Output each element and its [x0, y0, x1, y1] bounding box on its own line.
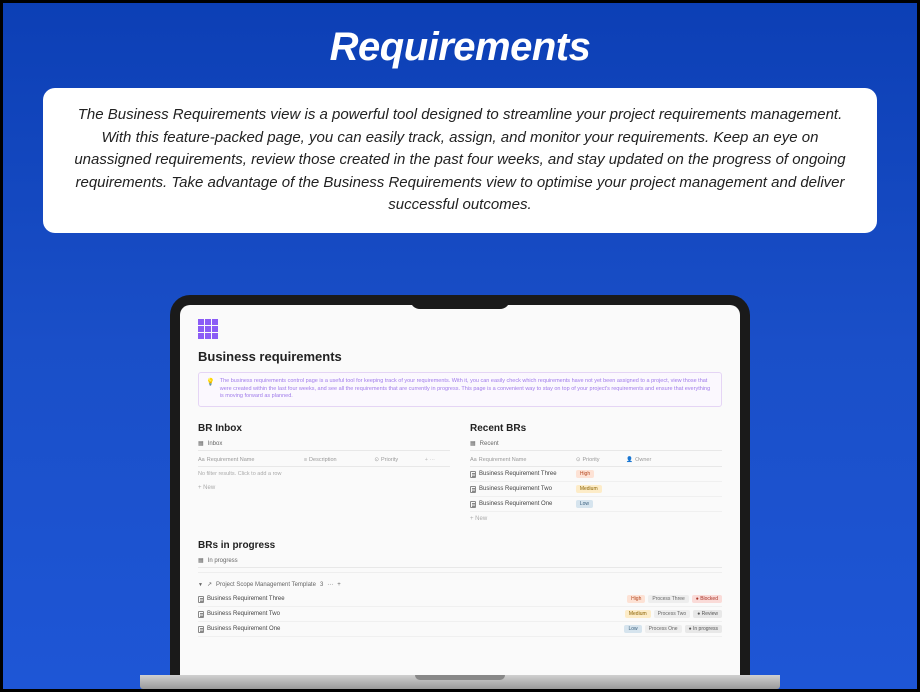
info-text: The business requirements control page i… — [220, 378, 714, 401]
recent-title: Recent BRs — [470, 423, 722, 434]
app-grid-icon — [198, 319, 722, 339]
page-icon — [470, 486, 476, 493]
table-icon: ▦ — [470, 440, 476, 447]
laptop-mockup: Business requirements 💡 The business req… — [170, 295, 750, 689]
priority-badge: Medium — [576, 485, 602, 493]
hero-description: The Business Requirements view is a powe… — [73, 104, 847, 217]
add-row-button[interactable]: + New — [470, 512, 722, 526]
page-icon — [198, 626, 204, 633]
table-icon: ▦ — [198, 557, 204, 564]
col-desc[interactable]: ≡ Description — [304, 457, 375, 463]
table-row[interactable]: Business Requirement Three HighProcess Th… — [198, 592, 722, 607]
status-badge: ● In progress — [685, 625, 722, 633]
table-row[interactable]: Business Requirement One Low — [470, 497, 722, 512]
col-name[interactable]: Aa Requirement Name — [198, 457, 304, 463]
group-count: 3 — [320, 582, 323, 588]
expand-icon[interactable]: ▼ — [198, 582, 203, 588]
laptop-base — [140, 675, 780, 689]
row-name: Business Requirement One — [207, 626, 280, 632]
table-row[interactable]: Business Requirement Two MediumProcess Tw… — [198, 607, 722, 622]
add-col-button[interactable]: + ··· — [425, 457, 445, 463]
row-name: Business Requirement Three — [479, 471, 557, 477]
hero-description-card: The Business Requirements view is a powe… — [43, 88, 877, 233]
lightbulb-icon: 💡 — [206, 378, 215, 401]
group-add-icon[interactable]: + — [337, 582, 341, 588]
row-name: Business Requirement Three — [207, 596, 285, 602]
inbox-headers: Aa Requirement Name ≡ Description ⊙ Prio… — [198, 454, 450, 467]
group-header[interactable]: ▼ ↗ Project Scope Management Template 3 … — [198, 577, 722, 592]
inbox-title: BR Inbox — [198, 423, 450, 434]
tab-in-progress[interactable]: In progress — [208, 558, 238, 564]
priority-badge: Low — [624, 625, 641, 633]
col-prio[interactable]: ⊙ Priority — [576, 457, 626, 463]
page-icon — [198, 596, 204, 603]
process-badge: Process One — [645, 625, 682, 633]
group-name: Project Scope Management Template — [216, 582, 316, 588]
page-icon — [470, 501, 476, 508]
info-callout: 💡 The business requirements control page… — [198, 372, 722, 407]
hero-title: Requirements — [3, 3, 917, 70]
table-icon: ▦ — [198, 440, 204, 447]
laptop-frame: Business requirements 💡 The business req… — [170, 295, 750, 675]
process-badge: Process Three — [648, 595, 688, 603]
col-name[interactable]: Aa Requirement Name — [470, 457, 576, 463]
page-icon — [198, 611, 204, 618]
priority-badge: High — [576, 470, 594, 478]
priority-badge: Low — [576, 500, 593, 508]
status-badge: ● Review — [693, 610, 722, 618]
laptop-notch — [410, 295, 510, 309]
priority-badge: Medium — [625, 610, 651, 618]
progress-title: BRs in progress — [198, 540, 722, 551]
empty-state[interactable]: No filter results. Click to add a row — [198, 467, 450, 481]
table-row[interactable]: Business Requirement Three High — [470, 467, 722, 482]
add-row-button[interactable]: + New — [198, 481, 450, 495]
tab-recent[interactable]: Recent — [480, 441, 499, 447]
row-name: Business Requirement Two — [207, 611, 280, 617]
link-icon: ↗ — [207, 581, 212, 588]
status-badge: ● Blocked — [692, 595, 722, 603]
br-inbox-section: BR Inbox ▦ Inbox Aa Requirement Name ≡ D… — [198, 423, 450, 526]
page-icon — [470, 471, 476, 478]
table-row[interactable]: Business Requirement One Low Process One● … — [198, 622, 722, 637]
recent-brs-section: Recent BRs ▦ Recent Aa Requirement Name … — [470, 423, 722, 526]
tab-inbox[interactable]: Inbox — [208, 441, 223, 447]
table-row[interactable]: Business Requirement Two Medium — [470, 482, 722, 497]
priority-badge: High — [627, 595, 645, 603]
group-more-icon[interactable]: ··· — [327, 582, 333, 588]
recent-headers: Aa Requirement Name ⊙ Priority 👤 Owner — [470, 454, 722, 467]
brs-in-progress-section: BRs in progress ▦ In progress ▼ ↗ Projec… — [198, 540, 722, 637]
page-title: Business requirements — [198, 349, 722, 364]
row-name: Business Requirement One — [479, 501, 552, 507]
col-owner[interactable]: 👤 Owner — [626, 457, 676, 463]
process-badge: Process Two — [654, 610, 691, 618]
row-name: Business Requirement Two — [479, 486, 552, 492]
app-screen: Business requirements 💡 The business req… — [180, 305, 740, 675]
col-prio[interactable]: ⊙ Priority — [374, 457, 424, 463]
